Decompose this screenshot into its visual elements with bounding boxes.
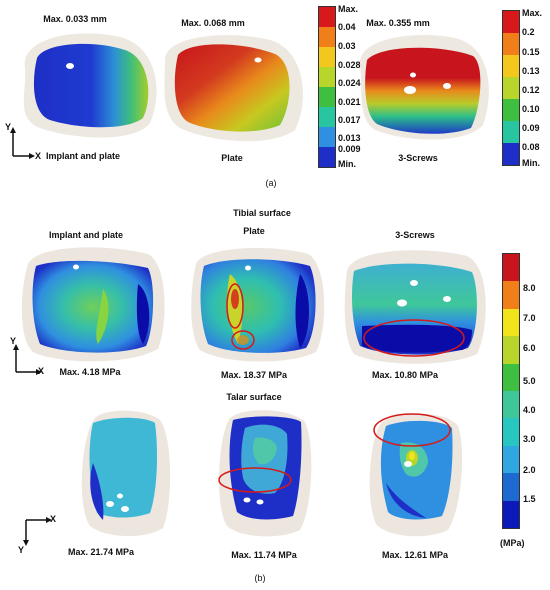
tibial-stress-map-plate xyxy=(191,248,325,362)
talar-max-plate: Max. 11.74 MPa xyxy=(231,550,297,560)
talar-stress-map-implant-and-plate xyxy=(81,410,171,537)
talar-stress-map-3-screws xyxy=(369,413,463,537)
caption-implant-and-plate: Implant and plate xyxy=(46,151,121,161)
colorbar2-label: 0.12 xyxy=(522,85,540,95)
colorbar2-label: 0.08 xyxy=(522,142,540,152)
axis-triad-a xyxy=(10,127,35,159)
colorbar1-label: 0.028 xyxy=(338,60,361,70)
model3-max-label: Max. 0.355 mm xyxy=(366,18,430,28)
axis-triad-b-tibial xyxy=(13,344,42,375)
talar-max-implant-and-plate: Max. 21.74 MPa xyxy=(67,547,135,557)
axis-y-label: Y xyxy=(10,336,17,346)
stress-colorbar-label: 4.0 xyxy=(523,405,536,415)
stress-colorbar-label: 3.0 xyxy=(523,434,536,444)
colorbar2-label: 0.09 xyxy=(522,123,540,133)
tibial-caption-plate: Plate xyxy=(243,226,265,236)
colorbar1-label: 0.03 xyxy=(338,41,356,51)
stress-unit-label: (MPa) xyxy=(500,538,525,548)
caption-3-screws: 3-Screws xyxy=(398,153,438,163)
caption-plate: Plate xyxy=(221,153,243,163)
model1-max-label: Max. 0.033 mm xyxy=(43,14,107,24)
colorbar1-label-max: Max. xyxy=(338,4,359,14)
stress-colorbar-label: 8.0 xyxy=(523,283,536,293)
talar-max-3-screws: Max. 12.61 MPa xyxy=(381,550,449,560)
stress-colorbar-label: 6.0 xyxy=(523,343,536,353)
tibial-max-plate: Max. 18.37 MPa xyxy=(220,370,288,380)
tibial-max-implant-and-plate: Max. 4.18 MPa xyxy=(59,367,121,377)
stress-colorbar-label: 2.0 xyxy=(523,465,536,475)
axis-triad-b-talar xyxy=(23,517,52,546)
axis-y-label: Y xyxy=(5,122,12,132)
colorbar2-label: 0.15 xyxy=(522,47,540,57)
stress-colorbar xyxy=(502,253,520,529)
tibial-stress-map-3-screws xyxy=(344,250,486,364)
colorbar1-label: 0.009 xyxy=(338,144,361,154)
panel-b-label: (b) xyxy=(254,573,266,583)
colorbar1-label: 0.04 xyxy=(338,22,356,32)
colorbar1-label: 0.024 xyxy=(338,78,361,88)
stress-colorbar-label: 5.0 xyxy=(523,376,536,386)
tibial-caption-implant-and-plate: Implant and plate xyxy=(48,230,124,240)
colorbar2-label: 0.13 xyxy=(522,66,540,76)
axis-y-label: Y xyxy=(18,545,25,555)
tibial-max-3-screws: Max. 10.80 MPa xyxy=(371,370,439,380)
colorbar2-label-max: Max. xyxy=(522,8,543,18)
talar-surface-title: Talar surface xyxy=(226,392,282,402)
axis-x-label: X xyxy=(35,151,42,161)
stress-colorbar-label: 1.5 xyxy=(523,494,536,504)
displacement-map-plate xyxy=(164,35,303,142)
displacement-colorbar-2 xyxy=(502,10,520,166)
tibial-surface-title: Tibial surface xyxy=(233,208,291,218)
colorbar1-label: 0.013 xyxy=(338,133,361,143)
tibial-stress-map-implant-and-plate xyxy=(21,247,165,362)
stress-colorbar-label: 7.0 xyxy=(523,313,536,323)
colorbar2-label: 0.10 xyxy=(522,104,540,114)
panel-a-label: (a) xyxy=(265,178,277,188)
colorbar1-label: 0.021 xyxy=(338,97,361,107)
talar-stress-map-plate xyxy=(218,410,312,537)
colorbar2-label: 0.2 xyxy=(522,27,535,37)
colorbar1-label: 0.017 xyxy=(338,115,361,125)
displacement-map-implant-and-plate xyxy=(23,33,157,138)
axis-x-label: X xyxy=(38,366,45,376)
axis-x-label: X xyxy=(50,514,57,524)
displacement-colorbar-1 xyxy=(318,6,336,168)
colorbar2-label-min: Min. xyxy=(522,158,540,168)
tibial-caption-3-screws: 3-Screws xyxy=(395,230,435,240)
model2-max-label: Max. 0.068 mm xyxy=(181,18,245,28)
colorbar1-label-min: Min. xyxy=(338,159,356,169)
displacement-map-3-screws xyxy=(359,35,489,140)
